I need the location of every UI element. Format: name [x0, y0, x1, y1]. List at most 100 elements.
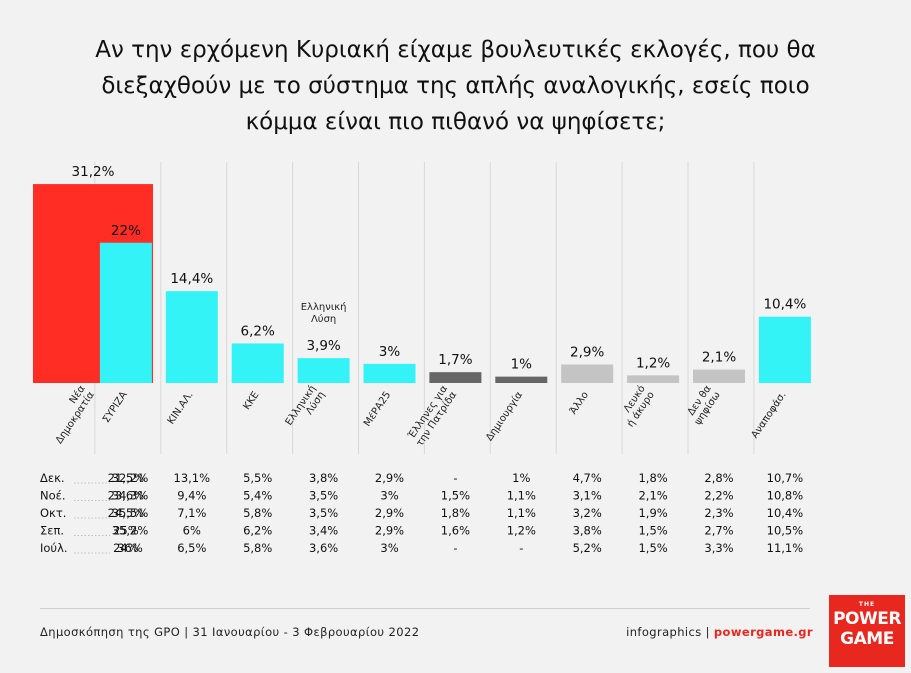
value-label: 1,7% [438, 352, 472, 368]
table-cell: 3,8% [573, 524, 602, 538]
table-cell: 1,8% [441, 506, 470, 520]
table-cell: 3,5% [309, 489, 338, 503]
table-cell: 24,5% [108, 506, 145, 520]
table-cell: 10,4% [767, 506, 804, 520]
title-line: κόμμα είναι πιο πιθανό να ψηφίσετε; [245, 109, 666, 135]
table-cell: 5,2% [573, 541, 602, 555]
table-cell: 3,2% [573, 506, 602, 520]
title-line: Αν την ερχόμενη Κυριακή είχαμε βουλευτικ… [95, 37, 816, 63]
value-label: 6,2% [241, 323, 275, 339]
annotation-label: Ελληνική [301, 301, 347, 313]
month-label: Νοέ. [40, 489, 66, 503]
footer-divider [40, 608, 810, 609]
table-cell: 23,6% [108, 489, 145, 503]
table-cell: 5,8% [243, 506, 272, 520]
table-cell: 10,8% [767, 489, 804, 503]
value-label: 1,2% [636, 355, 670, 371]
bar [165, 291, 218, 383]
table-cell: 21,5% [108, 471, 145, 485]
table-cell: 5,5% [243, 471, 272, 485]
value-label: 31,2% [72, 164, 115, 180]
table-cell: 1% [512, 471, 530, 485]
table-cell: - [519, 541, 523, 555]
table-cell: 3,6% [309, 541, 338, 555]
site-link[interactable]: powergame.gr [713, 625, 813, 639]
table-cell: 7,1% [177, 506, 206, 520]
table-cell: 2,9% [375, 506, 404, 520]
value-label: 3,9% [306, 338, 340, 354]
table-cell: - [453, 471, 457, 485]
title-line: διεξαχθούν με το σύστημα της απλής αναλο… [101, 73, 810, 99]
bar [363, 363, 416, 383]
month-label: Δεκ. [40, 471, 65, 485]
table-cell: 3,1% [573, 489, 602, 503]
table-cell: 1,6% [441, 524, 470, 538]
table-cell: 9,4% [177, 489, 206, 503]
table-cell: 1,5% [441, 489, 470, 503]
credit: infographics | powergame.gr [626, 625, 813, 639]
bar [758, 316, 811, 383]
chart-title: Αν την ερχόμενη Κυριακή είχαμε βουλευτικ… [0, 32, 911, 140]
table-cell: 35,2% [112, 524, 149, 538]
table-cell: 3% [380, 489, 398, 503]
table-cell: 5,8% [243, 541, 272, 555]
table-cell: 1,5% [638, 541, 667, 555]
table-cell: 1,8% [638, 471, 667, 485]
table-cell: 10,7% [767, 471, 804, 485]
table-cell: 2,7% [704, 524, 733, 538]
value-label: 22% [111, 223, 141, 239]
bar [297, 358, 350, 383]
table-cell: 2,1% [638, 489, 667, 503]
month-label: Σεπ. [40, 524, 64, 538]
table-cell: 32,2% [112, 471, 149, 485]
table-cell: 1,9% [638, 506, 667, 520]
source-note: Δημοσκόπηση της GPO | 31 Ιανουαρίου - 3 … [40, 625, 420, 639]
table-cell: 2,9% [375, 471, 404, 485]
table-cell: 5,4% [243, 489, 272, 503]
table-cell: 35,5% [112, 506, 149, 520]
value-label: 3% [379, 344, 401, 360]
table-cell: 4,7% [573, 471, 602, 485]
table-cell: 3,5% [309, 506, 338, 520]
bar [429, 372, 482, 383]
table-cell: 3,4% [309, 524, 338, 538]
table-cell: 36% [117, 541, 143, 555]
table-cell: 2,8% [704, 471, 733, 485]
value-label: 14,4% [170, 271, 213, 287]
credit-separator: | [705, 625, 710, 639]
month-label: Οκτ. [40, 506, 66, 520]
table-cell: 2,2% [704, 489, 733, 503]
table-cell: 25% [113, 524, 139, 538]
table-cell: 6,5% [177, 541, 206, 555]
table-cell: 11,1% [767, 541, 804, 555]
table-cell: 3,8% [309, 471, 338, 485]
bar [495, 376, 548, 383]
bar [693, 369, 745, 383]
powergame-logo[interactable]: THE POWER GAME [829, 595, 905, 667]
table-cell: 6,2% [243, 524, 272, 538]
table-cell: 1,2% [507, 524, 536, 538]
table-cell: 2,9% [375, 524, 404, 538]
credit-label: infographics [626, 625, 702, 639]
bar [561, 364, 614, 383]
table-cell: 3% [380, 541, 398, 555]
month-label: Ιούλ. [40, 541, 68, 555]
logo-word-power: POWER [833, 609, 901, 629]
table-cell: 1,5% [638, 524, 667, 538]
bar [627, 375, 680, 383]
bar [99, 242, 152, 383]
table-cell: 1,1% [507, 489, 536, 503]
table-cell: 10,5% [767, 524, 804, 538]
table-cell: 2,3% [704, 506, 733, 520]
value-label: 2,9% [570, 345, 604, 361]
table-cell: - [453, 541, 457, 555]
logo-word-game: GAME [840, 629, 894, 649]
table-cell: 34,3% [112, 489, 149, 503]
table-cell: 1,1% [507, 506, 536, 520]
bar-chart: 31,2%ΝέαΔημοκρατία22%ΣΥΡΙΖΑ14,4%ΚΙΝ.ΑΛ.6… [33, 162, 811, 454]
history-table: Δεκ. 32,2%21,5% 13,1% 5,5% 3,8% 2,9% - 1% 4,7% 1,… [40, 471, 804, 555]
value-label: 10,4% [763, 297, 806, 313]
table-cell: 3,3% [704, 541, 733, 555]
value-label: 2,1% [702, 350, 736, 366]
table-cell: 24% [113, 541, 139, 555]
